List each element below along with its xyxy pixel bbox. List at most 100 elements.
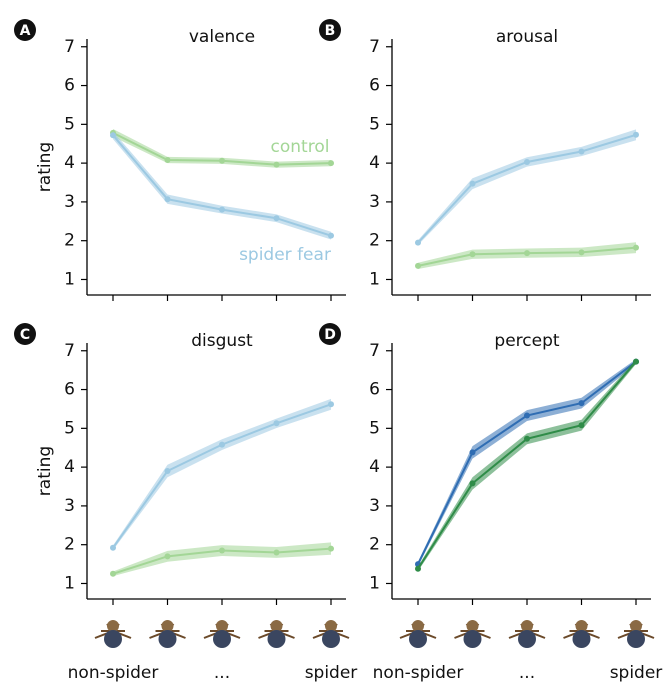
panel-badge	[14, 19, 36, 41]
data-point	[469, 180, 476, 187]
ci-band	[418, 129, 636, 245]
data-point	[578, 422, 585, 429]
x-tick-label: spider	[610, 663, 663, 683]
data-point	[633, 358, 639, 365]
data-point	[578, 400, 585, 407]
y-axis-label: rating	[35, 446, 55, 496]
y-tick-label: 6	[369, 380, 380, 400]
data-point	[219, 157, 225, 164]
y-tick-label: 5	[369, 418, 380, 438]
series-line	[417, 133, 637, 244]
data-point	[524, 158, 530, 165]
series-line	[417, 360, 637, 570]
y-tick-label: 2	[64, 535, 75, 555]
data-point	[328, 545, 334, 552]
data-point	[219, 441, 225, 448]
panel-label: C	[20, 327, 30, 343]
y-tick-label: 6	[369, 76, 380, 96]
y-tick-label: 7	[64, 37, 75, 57]
panel-badge	[14, 323, 36, 345]
spider-abdomen	[572, 630, 591, 648]
panel: 1 2 3 4 5 6 7 B arousal	[319, 19, 651, 301]
spider-body	[216, 620, 228, 632]
y-tick-label: 1	[64, 573, 75, 593]
y-tick-label: 6	[64, 380, 75, 400]
spider-abdomen	[518, 630, 536, 648]
y-tick-label: 7	[64, 341, 75, 361]
y-tick-label: 1	[369, 573, 380, 593]
y-tick-label: 7	[369, 37, 380, 57]
data-point	[469, 251, 476, 258]
data-point	[219, 547, 225, 554]
panel-label: D	[324, 327, 336, 343]
data-point	[164, 157, 171, 164]
y-tick-label: 7	[369, 341, 380, 361]
data-point	[415, 565, 421, 572]
y-tick-label: 5	[369, 114, 380, 134]
spider-abdomen	[322, 630, 340, 648]
spider-abdomen	[627, 630, 645, 648]
data-point	[524, 435, 530, 442]
spider-abdomen	[267, 630, 286, 648]
panel: 1 2 3 4 5 6 7 C disgust rating non-spider... spider	[14, 323, 357, 683]
series-line	[417, 360, 637, 565]
data-point	[164, 553, 171, 560]
y-tick-label: 3	[64, 496, 75, 516]
spider-abdomen	[409, 630, 427, 648]
panel-badge	[319, 323, 341, 345]
spider-abdomen	[213, 630, 231, 648]
panel-label: A	[20, 23, 31, 39]
chart-title: arousal	[496, 27, 558, 47]
series-label: control	[271, 137, 330, 157]
spider-body	[325, 620, 337, 632]
series-label: spider fear	[239, 245, 331, 265]
data-point	[273, 420, 280, 427]
y-tick-label: 5	[64, 418, 75, 438]
y-tick-label: 1	[369, 269, 380, 289]
data-point	[219, 206, 225, 213]
panel-label: B	[325, 23, 336, 39]
spider-abdomen	[104, 630, 122, 648]
data-point	[110, 570, 116, 577]
data-point	[328, 232, 334, 239]
y-tick-label: 3	[369, 496, 380, 516]
data-point	[273, 161, 280, 168]
y-tick-label: 4	[64, 457, 75, 477]
ci-band	[113, 398, 331, 551]
ci-band	[113, 542, 331, 577]
data-point	[524, 250, 530, 257]
data-point	[273, 549, 280, 556]
y-tick-label: 4	[369, 153, 380, 173]
panel-badge	[319, 19, 341, 41]
y-tick-label: 5	[64, 114, 75, 134]
series-line	[112, 403, 332, 549]
spider-body	[270, 620, 283, 632]
y-tick-label: 2	[64, 231, 75, 251]
x-tick-label: spider	[305, 663, 358, 683]
y-tick-label: 6	[64, 76, 75, 96]
data-point	[633, 244, 639, 251]
y-tick-label: 2	[369, 535, 380, 555]
data-point	[273, 215, 280, 222]
y-axis-label: rating	[35, 142, 55, 192]
data-point	[110, 544, 116, 551]
data-point	[578, 148, 585, 155]
chart-title: percept	[494, 331, 559, 351]
y-tick-label: 4	[64, 153, 75, 173]
spider-abdomen	[158, 630, 177, 648]
y-tick-label: 2	[369, 231, 380, 251]
data-point	[578, 249, 585, 256]
data-point	[164, 196, 171, 203]
spider-body	[575, 620, 588, 632]
data-point	[633, 131, 639, 138]
data-point	[469, 449, 476, 456]
data-point	[469, 480, 476, 487]
spider-body	[412, 620, 424, 632]
spider-body	[161, 620, 174, 632]
ci-band	[418, 359, 636, 572]
y-tick-label: 3	[369, 192, 380, 212]
spider-body	[466, 620, 479, 632]
chart-title: disgust	[191, 331, 253, 351]
x-tick-label: non-spider	[68, 663, 159, 683]
spider-body	[107, 620, 119, 632]
